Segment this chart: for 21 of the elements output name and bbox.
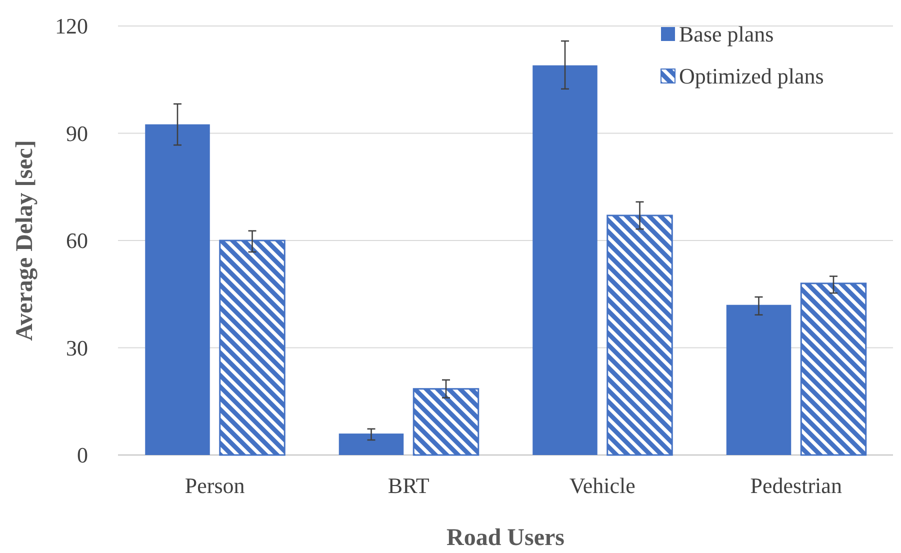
y-tick-label: 30 [66, 335, 88, 360]
x-tick-label: Person [184, 473, 245, 498]
bar [412, 388, 480, 456]
bar [532, 65, 598, 455]
y-tick-label: 90 [66, 120, 88, 146]
bar [726, 304, 792, 455]
x-tick-label: BRT [388, 473, 430, 498]
y-tick-label: 0 [77, 442, 88, 468]
bar [145, 124, 210, 455]
y-tick-label: 120 [55, 14, 88, 39]
bar [338, 434, 404, 455]
legend-label: Base plans [679, 22, 774, 47]
legend-label: Optimized plans [679, 64, 824, 89]
y-tick-label: 60 [66, 228, 88, 254]
x-axis-title: Road Users [446, 525, 564, 551]
bar [800, 282, 867, 456]
y-axis-title: Average Delay [sec] [12, 140, 38, 341]
x-tick-label: Pedestrian [750, 473, 842, 498]
x-tick-label: Vehicle [569, 473, 636, 498]
bar [606, 214, 673, 456]
bar [219, 240, 286, 456]
